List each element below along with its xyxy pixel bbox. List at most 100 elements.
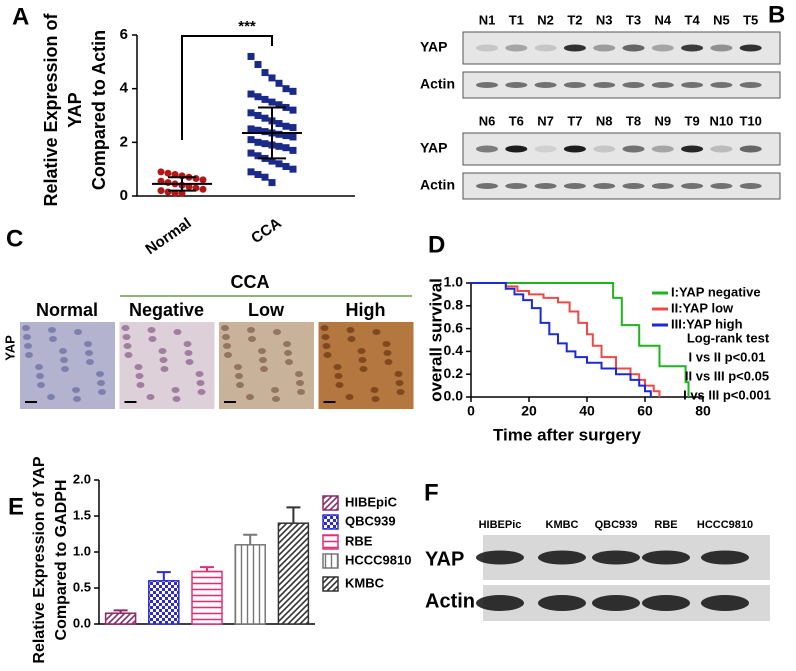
data-point [247,149,255,157]
lane-label: HIBEPic [479,519,522,531]
cell-nucleus [147,327,156,333]
y-tick-label: 1.5 [73,507,91,522]
cell-nucleus [236,382,244,388]
cell-nucleus [323,352,332,358]
blot-band [476,550,524,565]
lane-label: T3 [626,12,641,27]
cell-nucleus [260,366,268,372]
data-point [254,61,262,69]
blot-band [642,595,690,611]
cell-nucleus [246,394,254,400]
significance: *** [238,18,256,35]
data-point [289,133,297,141]
data-point [164,169,172,177]
y-tick-label: 0.2 [444,365,464,381]
blot-band [651,183,674,189]
blot-band [681,82,704,88]
cell-nucleus [183,341,192,347]
data-point [268,179,276,187]
cell-nucleus [273,329,281,335]
data-point [268,74,276,82]
cell-nucleus [123,343,132,349]
cell-nucleus [36,373,44,379]
lane-label: T9 [685,113,700,128]
data-point [275,120,283,128]
y-tick-label: 2 [120,133,128,150]
data-point [282,162,290,170]
lane-label: T8 [626,113,641,128]
lane-label: N4 [654,12,671,27]
data-point [282,144,290,152]
blot-band [739,183,762,189]
row-label: YAP [2,335,17,361]
blot-band [563,44,586,52]
row-label: Actin [425,590,475,612]
cell-nucleus [382,341,391,347]
blot-band [592,595,640,611]
lane-label: HCCC9810 [697,519,753,531]
blot-band [710,183,733,189]
cell-nucleus [47,394,55,400]
cell-nucleus [73,396,81,402]
x-tick-label: 0 [467,403,475,419]
cell-nucleus [74,329,82,335]
legend-swatch [322,495,339,511]
legend-label: HIBEpiC [345,494,398,509]
y-tick-label: 1.0 [73,543,91,558]
cell-nucleus [59,348,67,354]
y-tick-label: 0.8 [444,297,464,313]
cell-nucleus [171,387,180,393]
y-axis-label: Relative Expression of YAP [31,456,48,664]
cell-nucleus [396,389,405,395]
blot-band [534,82,557,88]
blot-band [538,595,586,611]
survival-curve [471,282,652,397]
cell-nucleus [136,382,145,388]
blot-band [505,183,528,189]
annotation: II vs III p<0.05 [685,368,769,383]
blot-band [710,44,733,52]
cell-nucleus [322,343,331,349]
blot-band [593,44,616,52]
blot-band [593,82,616,88]
cell-nucleus [172,396,181,402]
blot-band [592,550,640,565]
cell-nucleus [97,380,105,386]
cell-nucleus [160,366,169,372]
lane-label: T10 [739,113,761,128]
blot-band [642,550,690,565]
cell-nucleus [248,336,256,342]
lane-label: KMBC [546,519,579,531]
blot-band [681,44,704,52]
cell-nucleus [383,350,392,356]
lane-label: N5 [713,12,730,27]
survival-curve [471,282,661,397]
cell-nucleus [372,329,381,335]
x-axis-label: Time after surgery [493,425,642,444]
cell-nucleus [395,380,404,386]
lane-label: N1 [479,12,496,27]
column-label: Low [248,300,285,320]
y-tick-label: 0 [120,187,128,204]
cell-nucleus [25,352,33,358]
cell-nucleus [72,387,80,393]
data-point [268,157,276,165]
group-label: CCA [231,272,270,292]
cell-nucleus [184,350,193,356]
legend-label: QBC939 [345,513,396,528]
y-axis-label: overall survival [426,278,445,402]
cell-nucleus [394,371,403,377]
cell-nucleus [284,350,292,356]
data-point [157,187,165,195]
data-point [199,185,207,193]
cell-nucleus [234,364,242,370]
legend-label: RBE [345,533,373,548]
panel-label: D [428,231,445,258]
row-label: Actin [420,76,455,92]
lane-label: QBC939 [595,519,638,531]
blot-band [651,82,674,88]
cell-nucleus [22,325,30,331]
cell-nucleus [134,364,143,370]
cell-nucleus [86,359,94,365]
y-tick-label: 4 [120,80,129,97]
